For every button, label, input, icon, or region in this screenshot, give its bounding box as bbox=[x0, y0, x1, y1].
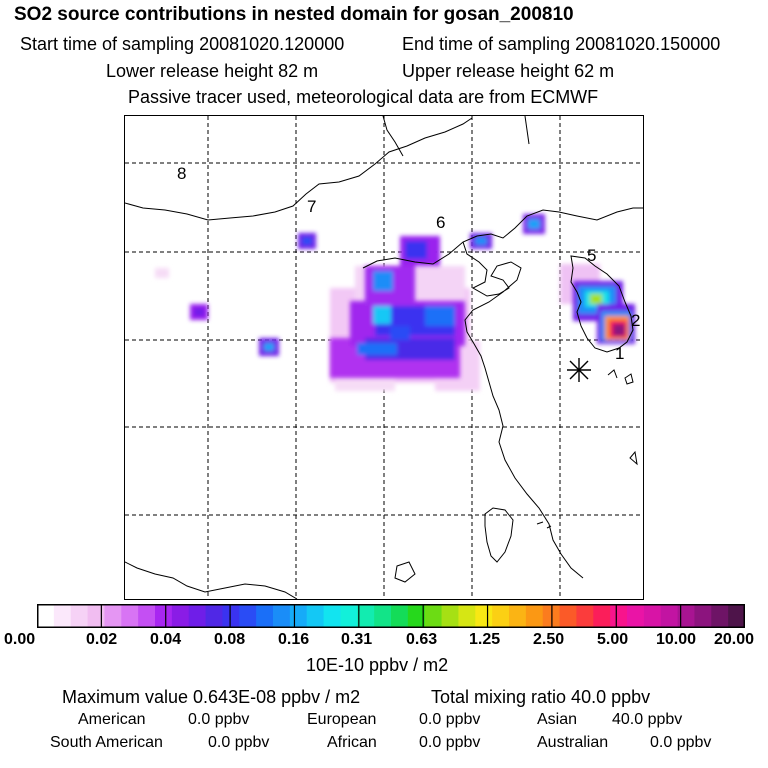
tracer-note: Passive tracer used, meteorological data… bbox=[128, 87, 599, 107]
colorbar-swatch bbox=[576, 604, 594, 628]
colorbar-swatch bbox=[694, 604, 712, 628]
end-time-label: End time of sampling 20081020.150000 bbox=[402, 34, 721, 54]
korea-hotspot bbox=[573, 281, 635, 344]
colorbar-tick-5: 0.31 bbox=[341, 631, 373, 648]
colorbar-swatch bbox=[357, 604, 375, 628]
colorbar-swatch bbox=[728, 604, 745, 628]
colorbar-swatch bbox=[70, 604, 89, 628]
region-label-6: 6 bbox=[436, 213, 445, 232]
colorbar-swatch bbox=[205, 604, 223, 628]
colorbar-tick-6: 0.63 bbox=[406, 631, 438, 648]
colorbar bbox=[37, 604, 745, 628]
source-label-european: European bbox=[307, 711, 377, 728]
colorbar-swatch bbox=[273, 604, 291, 628]
source-label-south-american: South American bbox=[50, 734, 163, 751]
colorbar-swatch bbox=[627, 604, 645, 628]
region-label-8: 8 bbox=[177, 164, 186, 183]
colorbar-swatch bbox=[391, 604, 409, 628]
lower-height-label: Lower release height 82 m bbox=[106, 61, 319, 81]
colorbar-swatch bbox=[53, 604, 72, 628]
asterisk-icon bbox=[567, 358, 591, 382]
source-label-australian: Australian bbox=[537, 734, 609, 751]
colorbar-units: 10E-10 ppbv / m2 bbox=[306, 655, 449, 675]
start-time-label: Start time of sampling 20081020.120000 bbox=[20, 34, 345, 54]
map-panel: 1 2 5 6 7 8 bbox=[124, 115, 644, 600]
colorbar-swatch bbox=[643, 604, 662, 628]
colorbar-swatch bbox=[37, 604, 55, 628]
map-svg: 1 2 5 6 7 8 bbox=[125, 116, 643, 599]
plot-title: SO2 source contributions in nested domai… bbox=[14, 4, 574, 25]
grid-lines bbox=[125, 116, 643, 599]
plume-core bbox=[330, 236, 465, 378]
colorbar-swatch bbox=[155, 604, 173, 628]
region-label-2: 2 bbox=[631, 311, 640, 330]
source-value-african: 0.0 ppbv bbox=[419, 734, 481, 751]
colorbar-swatch bbox=[407, 604, 426, 628]
colorbar-swatch bbox=[256, 604, 274, 628]
colorbar-tick-3: 0.08 bbox=[214, 631, 246, 648]
max-value-label: Maximum value 0.643E-08 ppbv / m2 bbox=[62, 687, 361, 707]
colorbar-swatch bbox=[492, 604, 510, 628]
colorbar-swatch bbox=[306, 604, 325, 628]
colorbar-tick-8: 2.50 bbox=[533, 631, 565, 648]
isolated-blobs bbox=[190, 214, 545, 356]
colorbar-swatch bbox=[374, 604, 392, 628]
colorbar-swatch bbox=[121, 604, 139, 628]
colorbar-swatch bbox=[559, 604, 577, 628]
colorbar-tick-4: 0.16 bbox=[278, 631, 310, 648]
colorbar-swatch bbox=[289, 604, 308, 628]
upper-height-label: Upper release height 62 m bbox=[402, 61, 615, 81]
colorbar-swatch bbox=[104, 604, 122, 628]
colorbar-swatch bbox=[171, 604, 190, 628]
colorbar-swatch bbox=[660, 604, 679, 628]
concentration-field bbox=[155, 214, 635, 391]
coastlines bbox=[125, 116, 643, 599]
colorbar-tick-10: 10.00 bbox=[656, 631, 697, 648]
region-label-7: 7 bbox=[307, 197, 316, 216]
colorbar-swatch bbox=[222, 604, 240, 628]
source-label-asian: Asian bbox=[537, 711, 578, 728]
colorbar-swatch bbox=[340, 604, 358, 628]
colorbar-tick-1: 0.02 bbox=[86, 631, 118, 648]
colorbar-swatch bbox=[525, 604, 544, 628]
source-value-european: 0.0 ppbv bbox=[419, 711, 481, 728]
colorbar-swatch bbox=[509, 604, 527, 628]
colorbar-swatch bbox=[593, 604, 611, 628]
colorbar-tick-9: 5.00 bbox=[597, 631, 629, 648]
colorbar-swatch bbox=[610, 604, 628, 628]
colorbar-swatch bbox=[475, 604, 493, 628]
source-label-american: American bbox=[78, 711, 146, 728]
colorbar-swatch bbox=[138, 604, 156, 628]
colorbar-swatch bbox=[458, 604, 476, 628]
colorbar-swatch bbox=[323, 604, 341, 628]
colorbar-swatch bbox=[188, 604, 207, 628]
colorbar-border bbox=[37, 604, 745, 628]
colorbar-tick-0: 0.00 bbox=[4, 631, 36, 648]
colorbar-swatch bbox=[239, 604, 257, 628]
source-value-australian: 0.0 ppbv bbox=[650, 734, 712, 751]
colorbar-tick-11: 20.00 bbox=[714, 631, 755, 648]
colorbar-swatch bbox=[711, 604, 729, 628]
total-mixing-ratio: Total mixing ratio 40.0 ppbv bbox=[431, 687, 651, 707]
colorbar-swatch bbox=[424, 604, 443, 628]
colorbar-swatch bbox=[441, 604, 459, 628]
region-label-5: 5 bbox=[587, 246, 596, 265]
region-label-1: 1 bbox=[615, 344, 624, 363]
source-value-south-american: 0.0 ppbv bbox=[208, 734, 270, 751]
colorbar-tick-2: 0.04 bbox=[150, 631, 182, 648]
colorbar-tick-7: 1.25 bbox=[469, 631, 501, 648]
source-value-american: 0.0 ppbv bbox=[188, 711, 250, 728]
source-label-african: African bbox=[327, 734, 377, 751]
colorbar-swatch bbox=[87, 604, 105, 628]
source-value-asian: 40.0 ppbv bbox=[612, 711, 683, 728]
colorbar-swatch bbox=[677, 604, 695, 628]
